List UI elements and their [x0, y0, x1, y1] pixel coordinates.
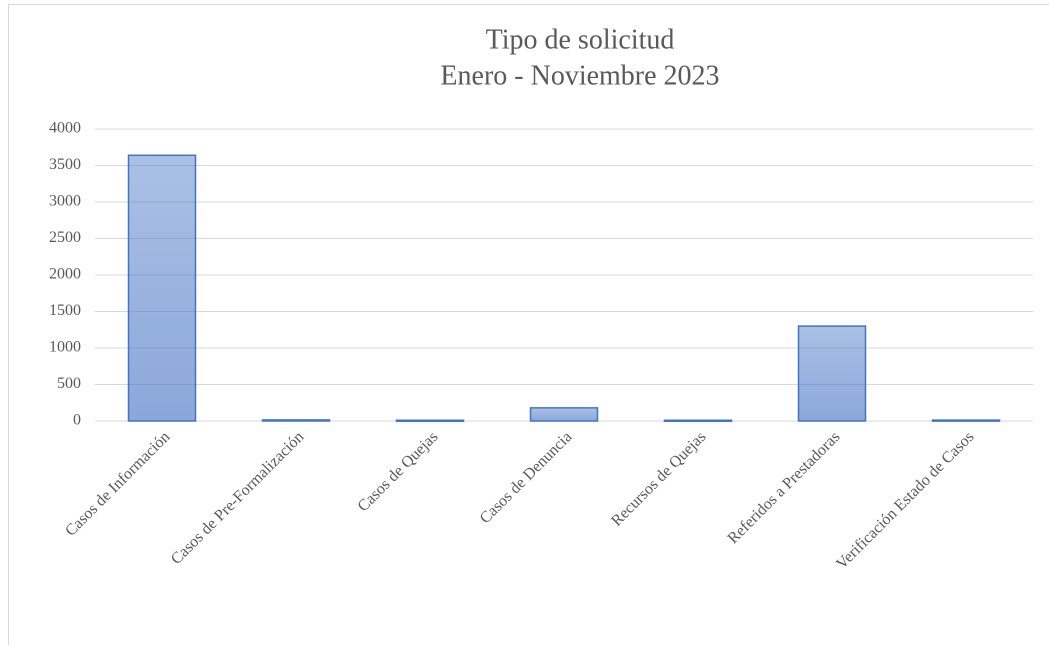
x-tick-label: Casos de Información — [62, 428, 173, 539]
x-tick-label: Recursos de Quejas — [608, 428, 709, 529]
x-tick-label: Casos de Pre-Formalización — [168, 428, 308, 568]
y-tick-label: 2500 — [49, 229, 81, 246]
y-tick-label: 3500 — [49, 156, 81, 173]
bar — [127, 154, 197, 422]
x-tick-label: Casos de Denuncia — [477, 428, 576, 527]
bar — [261, 419, 331, 422]
y-tick-label: 4000 — [49, 120, 81, 137]
x-tick-label: Casos de Quejas — [355, 428, 442, 515]
bar — [395, 419, 465, 423]
y-tick-label: 500 — [57, 375, 81, 392]
bar — [529, 407, 599, 422]
bar — [931, 419, 1001, 422]
bar — [663, 419, 733, 423]
y-tick-label: 2000 — [49, 266, 81, 283]
y-tick-label: 3000 — [49, 193, 81, 210]
y-tick-label: 0 — [73, 412, 81, 429]
bar — [797, 325, 867, 422]
y-tick-label: 1000 — [49, 339, 81, 356]
chart-subtitle: Enero - Noviembre 2023 — [440, 60, 719, 91]
y-tick-label: 1500 — [49, 302, 81, 319]
chart-frame — [8, 4, 1049, 645]
x-tick-label: Verificación Estado de Casos — [833, 428, 977, 572]
chart-title: Tipo de solicitud — [486, 24, 675, 55]
x-tick-label: Referidos a Prestadoras — [725, 428, 844, 547]
